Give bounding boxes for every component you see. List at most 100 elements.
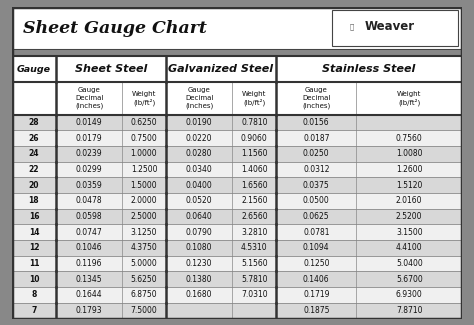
Text: 8: 8 <box>31 291 36 300</box>
Bar <box>331 10 457 46</box>
Text: 0.1875: 0.1875 <box>303 306 329 315</box>
Text: 4.5310: 4.5310 <box>241 243 268 253</box>
Text: Weight
(lb/ft²): Weight (lb/ft²) <box>242 91 266 106</box>
Text: 2.6560: 2.6560 <box>241 212 268 221</box>
Text: 7: 7 <box>31 306 36 315</box>
Text: 0.7500: 0.7500 <box>131 134 157 143</box>
Text: 0.0500: 0.0500 <box>303 196 329 205</box>
Text: 0.9060: 0.9060 <box>241 134 268 143</box>
Text: 18: 18 <box>28 196 39 205</box>
Bar <box>12 57 462 82</box>
Text: 0.1793: 0.1793 <box>76 306 102 315</box>
Text: 0.0625: 0.0625 <box>303 212 329 221</box>
Text: Stainless Steel: Stainless Steel <box>322 64 416 74</box>
Text: 1.6560: 1.6560 <box>241 181 268 190</box>
Bar <box>12 6 462 49</box>
Text: 0.1380: 0.1380 <box>186 275 212 284</box>
Text: 1.2500: 1.2500 <box>131 165 157 174</box>
Text: 1.5120: 1.5120 <box>396 181 422 190</box>
Text: 0.0250: 0.0250 <box>303 150 329 159</box>
Text: 0.0598: 0.0598 <box>76 212 102 221</box>
Bar <box>12 240 462 256</box>
Bar <box>12 256 462 271</box>
Text: 0.0280: 0.0280 <box>186 150 212 159</box>
Text: 6.8750: 6.8750 <box>131 291 157 300</box>
Text: Gauge
Decimal
(inches): Gauge Decimal (inches) <box>302 87 330 110</box>
Text: 0.1250: 0.1250 <box>303 259 329 268</box>
Text: 0.1719: 0.1719 <box>303 291 329 300</box>
Text: Galvanized Steel: Galvanized Steel <box>168 64 273 74</box>
Text: Sheet Steel: Sheet Steel <box>75 64 147 74</box>
Bar <box>12 146 462 162</box>
Text: 🚛: 🚛 <box>350 23 354 30</box>
Text: 26: 26 <box>28 134 39 143</box>
Text: 0.0149: 0.0149 <box>76 118 102 127</box>
Text: 0.1094: 0.1094 <box>303 243 329 253</box>
Text: 3.1500: 3.1500 <box>396 228 422 237</box>
Text: 14: 14 <box>28 228 39 237</box>
Text: 0.0478: 0.0478 <box>76 196 102 205</box>
Text: 0.1644: 0.1644 <box>76 291 102 300</box>
Text: 0.0190: 0.0190 <box>186 118 212 127</box>
Text: 5.7810: 5.7810 <box>241 275 268 284</box>
Bar <box>12 271 462 287</box>
Text: 0.0340: 0.0340 <box>186 165 212 174</box>
Text: 0.0359: 0.0359 <box>76 181 102 190</box>
Text: 0.1680: 0.1680 <box>186 291 212 300</box>
Bar <box>12 287 462 303</box>
Text: 0.0520: 0.0520 <box>186 196 212 205</box>
Bar <box>12 115 462 130</box>
Bar <box>12 209 462 225</box>
Text: 0.0640: 0.0640 <box>186 212 212 221</box>
Text: 4.4100: 4.4100 <box>396 243 422 253</box>
Text: Weaver: Weaver <box>365 20 415 33</box>
Text: Sheet Gauge Chart: Sheet Gauge Chart <box>23 20 207 36</box>
Text: 0.1196: 0.1196 <box>76 259 102 268</box>
Text: 5.6700: 5.6700 <box>396 275 423 284</box>
Text: 1.0080: 1.0080 <box>396 150 422 159</box>
Bar <box>12 177 462 193</box>
Text: 7.5000: 7.5000 <box>131 306 157 315</box>
Text: 0.0156: 0.0156 <box>303 118 329 127</box>
Bar <box>12 193 462 209</box>
Text: 0.0187: 0.0187 <box>303 134 329 143</box>
Text: 5.0400: 5.0400 <box>396 259 423 268</box>
Text: 0.0299: 0.0299 <box>76 165 102 174</box>
Text: 22: 22 <box>28 165 39 174</box>
Text: 1.0000: 1.0000 <box>131 150 157 159</box>
Text: 28: 28 <box>28 118 39 127</box>
Text: 0.1345: 0.1345 <box>76 275 102 284</box>
Text: 0.0220: 0.0220 <box>186 134 212 143</box>
Text: 2.0160: 2.0160 <box>396 196 422 205</box>
Text: 0.1230: 0.1230 <box>186 259 212 268</box>
Text: 7.0310: 7.0310 <box>241 291 268 300</box>
Text: 2.5000: 2.5000 <box>131 212 157 221</box>
Bar <box>12 49 462 57</box>
Text: Gauge
Decimal
(inches): Gauge Decimal (inches) <box>185 87 213 110</box>
Text: 0.0790: 0.0790 <box>186 228 212 237</box>
Text: 2.1560: 2.1560 <box>241 196 268 205</box>
Text: 10: 10 <box>28 275 39 284</box>
Text: 0.1080: 0.1080 <box>186 243 212 253</box>
Text: 0.0179: 0.0179 <box>76 134 102 143</box>
Text: 1.5000: 1.5000 <box>131 181 157 190</box>
Text: 24: 24 <box>28 150 39 159</box>
Text: 0.7560: 0.7560 <box>396 134 423 143</box>
Bar <box>12 225 462 240</box>
Text: Gauge: Gauge <box>17 65 51 74</box>
Text: 2.5200: 2.5200 <box>396 212 422 221</box>
Text: 20: 20 <box>28 181 39 190</box>
Bar <box>12 162 462 177</box>
Text: 0.0747: 0.0747 <box>76 228 102 237</box>
Text: 0.7810: 0.7810 <box>241 118 268 127</box>
Bar <box>12 130 462 146</box>
Text: 12: 12 <box>28 243 39 253</box>
Text: 5.6250: 5.6250 <box>131 275 157 284</box>
Text: 2.0000: 2.0000 <box>131 196 157 205</box>
Text: 16: 16 <box>28 212 39 221</box>
Text: 0.0239: 0.0239 <box>76 150 102 159</box>
Text: 3.1250: 3.1250 <box>131 228 157 237</box>
Text: 0.0781: 0.0781 <box>303 228 329 237</box>
Text: Weight
(lb/ft²): Weight (lb/ft²) <box>397 91 421 106</box>
Text: 0.6250: 0.6250 <box>131 118 157 127</box>
